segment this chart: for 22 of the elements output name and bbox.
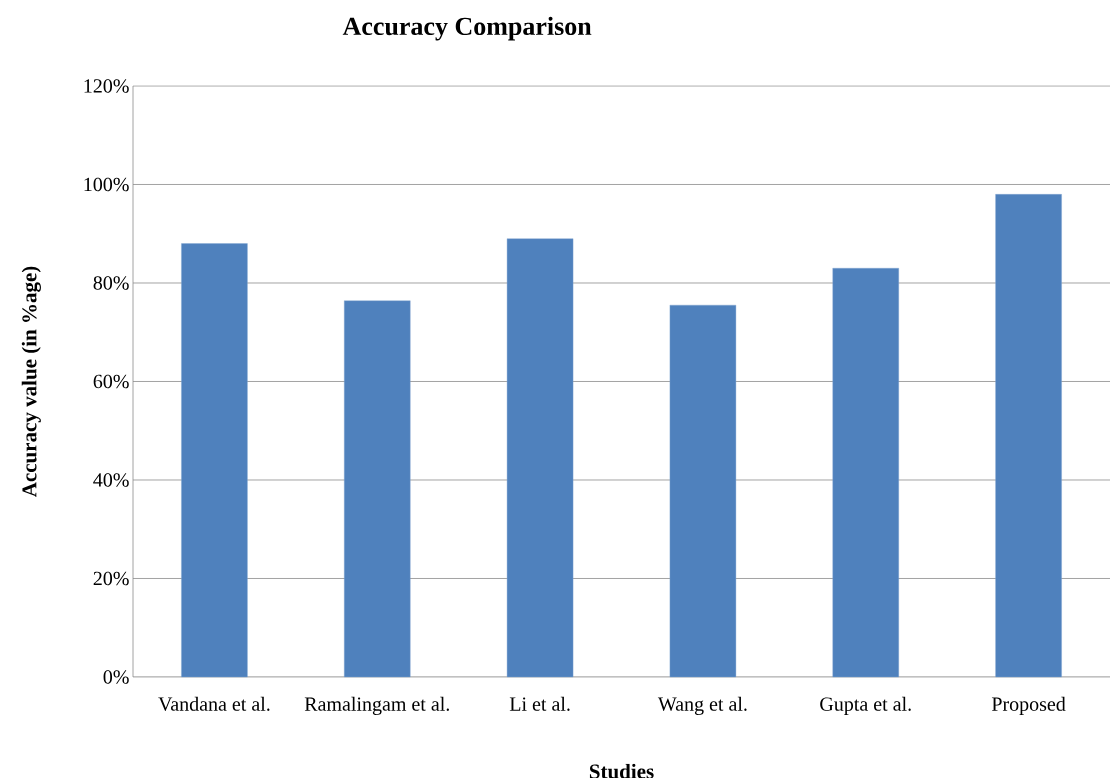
x-tick-label: Vandana et al. xyxy=(158,696,270,711)
bar xyxy=(832,268,899,678)
y-tick-label: 60% xyxy=(93,374,129,389)
y-axis-title: Accuracy value (in %age) xyxy=(21,266,41,498)
x-axis-title: Studies xyxy=(589,763,654,778)
x-tick-label: Wang et al. xyxy=(657,696,747,715)
chart-title: Accuracy Comparison xyxy=(342,16,592,41)
y-tick-label: 100% xyxy=(84,177,129,192)
x-tick-label: Ramalingam et al. xyxy=(304,696,450,715)
bar xyxy=(344,300,411,678)
bar xyxy=(506,238,574,678)
y-tick-label: 20% xyxy=(93,571,129,586)
bar xyxy=(181,243,248,678)
y-tick-label: 80% xyxy=(93,276,129,290)
x-tick-label: Gupta et al. xyxy=(820,696,911,715)
y-tick-label: 40% xyxy=(93,473,129,487)
x-tick-label: Li et al. xyxy=(509,696,570,711)
bar xyxy=(995,194,1062,678)
y-tick-label: 0% xyxy=(103,670,129,684)
x-tick-label: Proposed xyxy=(991,696,1066,715)
y-tick-label: 120% xyxy=(84,79,129,93)
bar xyxy=(669,304,737,678)
